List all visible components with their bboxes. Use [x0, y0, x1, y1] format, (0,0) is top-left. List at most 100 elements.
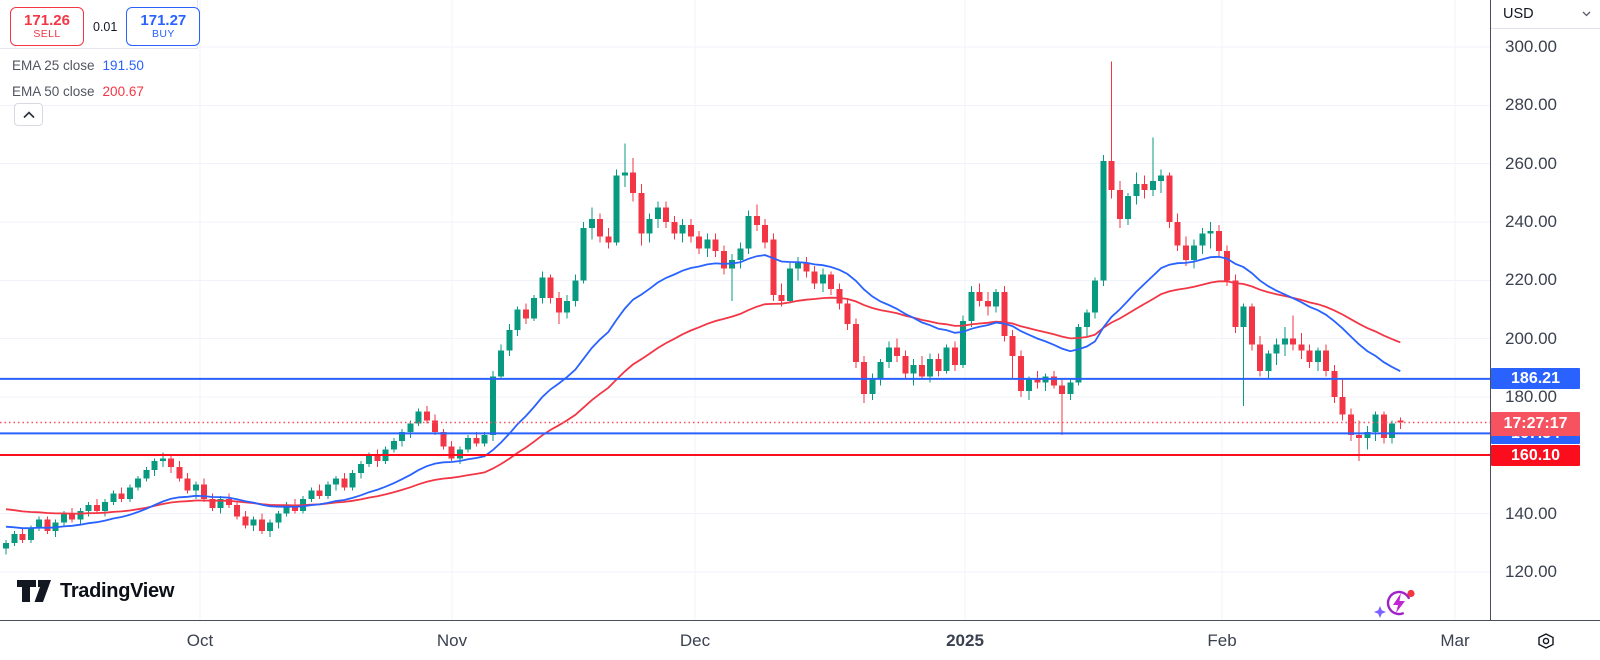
candle — [1339, 379, 1346, 421]
price-tick: 140.00 — [1505, 503, 1557, 523]
candle — [341, 472, 348, 491]
price-tick: 300.00 — [1505, 37, 1557, 56]
candle — [1372, 411, 1379, 441]
candle — [1042, 373, 1049, 392]
tradingview-logo[interactable]: TradingView — [16, 579, 174, 603]
candle — [316, 484, 323, 500]
candle — [786, 262, 793, 304]
candle — [143, 467, 150, 482]
candle — [852, 318, 859, 368]
candle — [712, 233, 719, 258]
collapse-legend-button[interactable] — [14, 103, 43, 126]
candle — [423, 405, 430, 424]
candle — [844, 297, 851, 330]
candle — [1248, 303, 1255, 351]
candle — [1290, 315, 1296, 351]
candle — [638, 184, 645, 246]
candle — [1182, 236, 1189, 266]
candle — [1281, 327, 1288, 357]
candle — [564, 294, 570, 319]
candle — [1174, 213, 1181, 252]
candlestick-chart[interactable] — [0, 0, 1490, 620]
candle — [1364, 426, 1371, 450]
candle — [465, 434, 471, 453]
candle — [654, 201, 661, 228]
candle — [803, 257, 810, 278]
candle — [1199, 227, 1206, 255]
candle — [811, 265, 818, 290]
candle — [539, 271, 546, 304]
candle — [894, 338, 900, 363]
candle — [522, 303, 529, 325]
sell-button[interactable]: 171.26 SELL — [10, 7, 84, 46]
candle — [1240, 303, 1247, 406]
candle — [696, 230, 702, 255]
candle — [242, 510, 249, 529]
candle — [819, 268, 826, 293]
price-tick: 280.00 — [1505, 95, 1557, 115]
candle — [762, 219, 768, 249]
time-tick-Nov: Nov — [436, 631, 468, 650]
candle — [201, 478, 207, 503]
candle — [1017, 350, 1024, 398]
ema50-legend-row[interactable]: EMA 50 close 200.67 — [12, 78, 144, 104]
candle — [324, 481, 331, 500]
candle — [1100, 154, 1107, 287]
candle — [85, 502, 92, 517]
candle — [440, 429, 447, 450]
candle — [1116, 181, 1123, 228]
candle — [1257, 335, 1263, 377]
candle — [687, 219, 694, 243]
candle — [1133, 172, 1140, 205]
candle — [968, 286, 975, 328]
price-tick: 200.00 — [1505, 328, 1557, 348]
indicator-legend: EMA 25 close 191.50 EMA 50 close 200.67 — [12, 52, 144, 104]
price-axis[interactable]: USD 300.00 280.00 260.00 240.00 220.00 200.00… — [1490, 0, 1600, 620]
candle — [679, 219, 686, 243]
candle — [506, 324, 513, 357]
candle — [473, 432, 480, 447]
candle — [1092, 277, 1098, 319]
candle — [745, 210, 752, 255]
buy-button[interactable]: 171.27 BUY — [126, 7, 201, 46]
price-tick: 220.00 — [1505, 270, 1557, 290]
ema25-legend-row[interactable]: EMA 25 close 191.50 — [12, 52, 144, 78]
ema25-line[interactable] — [5, 254, 1401, 530]
tradingview-logo-text: TradingView — [60, 579, 175, 602]
candle — [102, 499, 108, 517]
ema50-line[interactable] — [5, 280, 1401, 515]
candle — [597, 213, 603, 243]
candle — [168, 455, 174, 473]
candle — [390, 437, 397, 453]
chart-canvas[interactable]: 171.26 SELL 0.01 171.27 BUY EMA 25 close… — [0, 0, 1490, 620]
candle — [415, 408, 422, 427]
tradingview-logo-icon — [17, 580, 51, 602]
candle — [151, 458, 158, 476]
candle — [795, 257, 801, 281]
candle — [1207, 222, 1214, 249]
ai-assistant-icon[interactable] — [1372, 586, 1418, 620]
candle — [918, 356, 925, 380]
candle — [1298, 332, 1305, 360]
candle — [1001, 286, 1008, 342]
candle — [902, 350, 909, 380]
candle — [489, 370, 496, 441]
chevron-down-icon — [1582, 11, 1591, 17]
candle — [828, 271, 834, 295]
candle — [36, 516, 42, 532]
currency-dropdown[interactable]: USD — [1491, 0, 1600, 29]
axis-settings-gear-icon[interactable] — [1534, 629, 1558, 653]
candle — [927, 353, 933, 383]
candle — [984, 292, 991, 316]
candle — [935, 353, 942, 377]
currency-label: USD — [1503, 6, 1534, 22]
candle — [1026, 376, 1032, 400]
candle — [110, 490, 117, 505]
candle — [1125, 192, 1131, 225]
candle — [1166, 172, 1173, 228]
candle — [572, 274, 579, 307]
chevron-up-icon — [22, 110, 35, 118]
candle — [943, 344, 950, 374]
time-axis[interactable]: Oct Nov Dec 2025 Feb Mar — [0, 620, 1600, 660]
